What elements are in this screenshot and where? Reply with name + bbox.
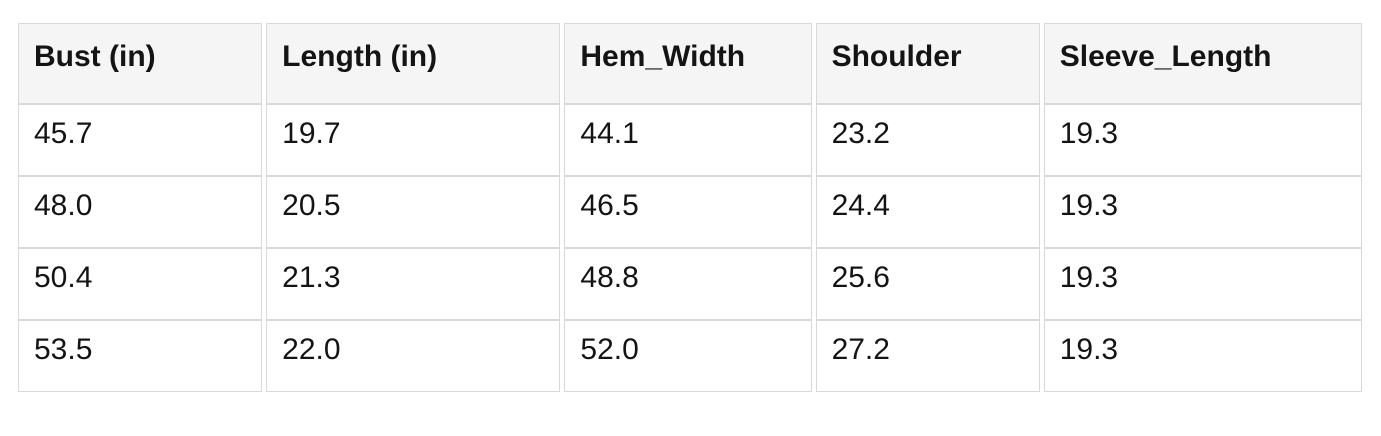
table-cell-3-sleeve-length: 19.3 [1043,320,1362,392]
table-cell-1-sleeve-length: 19.3 [1043,176,1362,248]
table-header-row: Bust (in) Length (in) Hem_Width Shoulder Sle… [18,23,1362,104]
page: { "colors": { "header_bg": "#f5f5f5", "b… [0,23,1381,436]
table-row-3: 53.5 22.0 52.0 27.2 19.3 [18,320,1362,392]
table-cell-2-bust-in: 50.4 [18,248,263,320]
table-cell-3-shoulder: 27.2 [815,320,1040,392]
table-cell-1-shoulder: 24.4 [815,176,1040,248]
table-cell-0-bust-in: 45.7 [18,104,263,176]
table-cell-1-bust-in: 48.0 [18,176,263,248]
table-cell-0-shoulder: 23.2 [815,104,1040,176]
table-row-0: 45.7 19.7 44.1 23.2 19.3 [18,104,1362,176]
column-header-shoulder: Shoulder [815,23,1040,104]
table-cell-2-length-in: 21.3 [266,248,561,320]
table-cell-3-length-in: 22.0 [266,320,561,392]
table-cell-2-sleeve-length: 19.3 [1043,248,1362,320]
size-chart-table: Bust (in) Length (in) Hem_Width Shoulder Sle… [14,23,1366,392]
table-cell-3-hem-width: 52.0 [564,320,812,392]
table-cell-1-length-in: 20.5 [266,176,561,248]
table-cell-0-sleeve-length: 19.3 [1043,104,1362,176]
table-row-1: 48.0 20.5 46.5 24.4 19.3 [18,176,1362,248]
table-cell-2-shoulder: 25.6 [815,248,1040,320]
table-cell-3-bust-in: 53.5 [18,320,263,392]
table-body: 45.7 19.7 44.1 23.2 19.3 48.0 20.5 46.5 24.4 19.3… [18,104,1362,392]
column-header-hem-width: Hem_Width [564,23,812,104]
table-cell-0-hem-width: 44.1 [564,104,812,176]
table-row-2: 50.4 21.3 48.8 25.6 19.3 [18,248,1362,320]
table-cell-2-hem-width: 48.8 [564,248,812,320]
column-header-sleeve-length: Sleeve_Length [1043,23,1362,104]
column-header-length-in: Length (in) [266,23,561,104]
table-cell-0-length-in: 19.7 [266,104,561,176]
table-header: Bust (in) Length (in) Hem_Width Shoulder Sle… [18,23,1362,104]
table-cell-1-hem-width: 46.5 [564,176,812,248]
column-header-bust-in: Bust (in) [18,23,263,104]
